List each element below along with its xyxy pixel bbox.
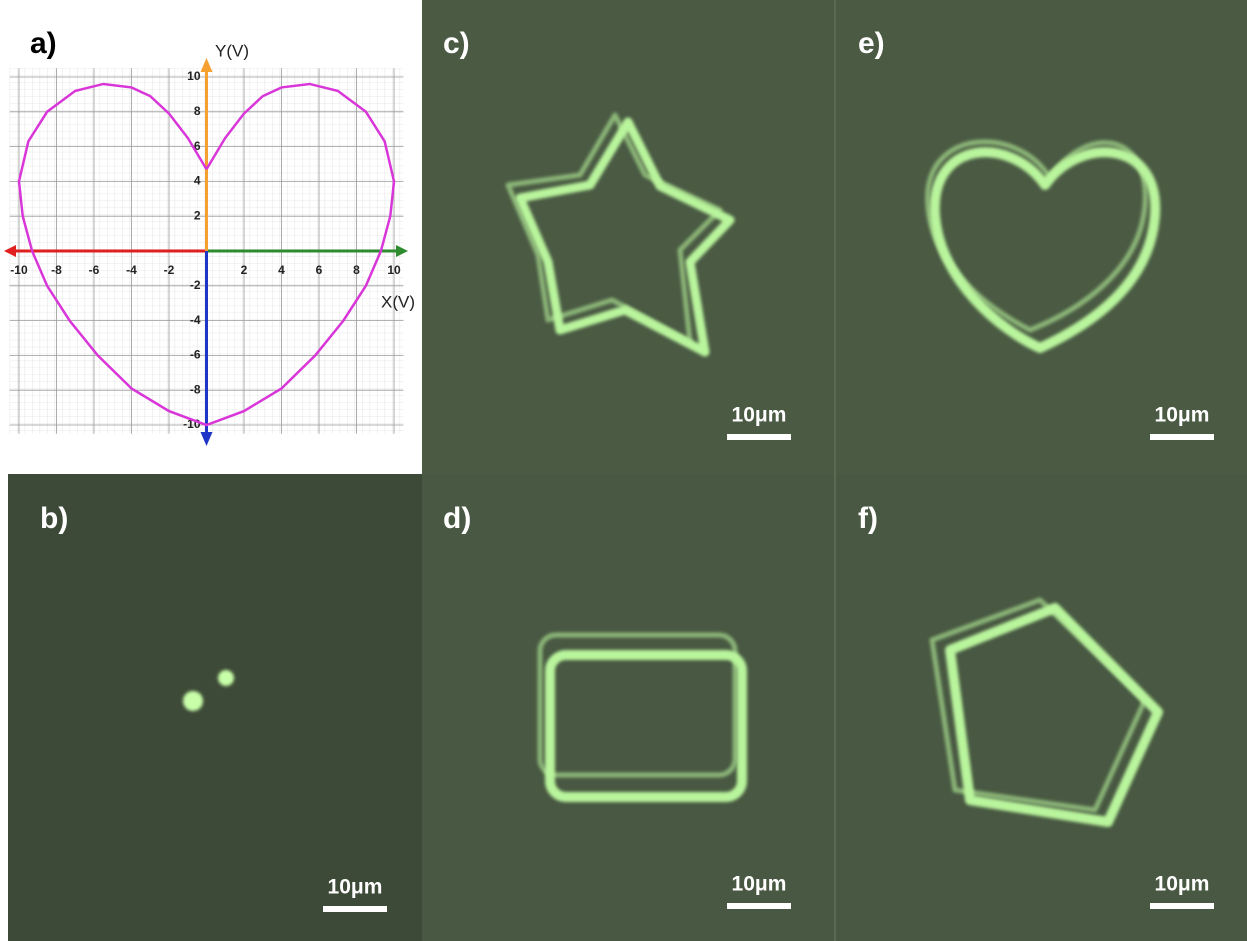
scale-bar	[727, 434, 791, 440]
x-tick-label: 10	[387, 263, 401, 277]
figure: -10-8-6-4-2246810108642-2-4-6-8-10 a) X(…	[0, 0, 1247, 941]
x-tick-label: 8	[353, 263, 360, 277]
x-tick-label: -2	[164, 263, 175, 277]
panel-f-bg	[835, 474, 1247, 941]
scale-bar-label: 10μm	[1155, 404, 1210, 427]
y-axis-label: Y(V)	[215, 41, 249, 60]
panel-label: c)	[443, 27, 470, 60]
y-tick-label: -6	[190, 348, 201, 362]
scale-bar	[1150, 434, 1214, 440]
x-tick-label: 4	[278, 263, 285, 277]
x-tick-label: -8	[51, 263, 62, 277]
y-tick-label: 4	[194, 174, 201, 188]
y-tick-label: -4	[190, 313, 201, 327]
panel-d-bg	[422, 474, 835, 941]
x-tick-label: -10	[10, 263, 28, 277]
y-tick-label: 2	[194, 208, 201, 222]
y-tick-label: -2	[190, 278, 201, 292]
y-tick-label: 10	[187, 69, 201, 83]
x-tick-label: -4	[126, 263, 137, 277]
scale-bar	[1150, 903, 1214, 909]
scale-bar-label: 10μm	[1155, 873, 1210, 896]
x-tick-label: 2	[241, 263, 248, 277]
scale-bar-label: 10μm	[732, 404, 787, 427]
y-tick-label: -8	[190, 382, 201, 396]
scale-bar	[727, 903, 791, 909]
panel-label: f)	[858, 502, 878, 535]
panel-label: d)	[443, 502, 471, 535]
panel-label: e)	[858, 27, 885, 60]
scale-bar-label: 10μm	[732, 873, 787, 896]
x-axis-label: X(V)	[381, 292, 415, 311]
panel-label: b)	[40, 502, 68, 535]
scale-bar	[323, 906, 387, 912]
x-tick-label: -6	[89, 263, 100, 277]
y-tick-label: 8	[194, 104, 201, 118]
panel-label: a)	[30, 27, 57, 60]
panel-b-bg	[8, 474, 422, 941]
scale-bar-label: 10μm	[328, 876, 383, 899]
x-tick-label: 6	[316, 263, 323, 277]
